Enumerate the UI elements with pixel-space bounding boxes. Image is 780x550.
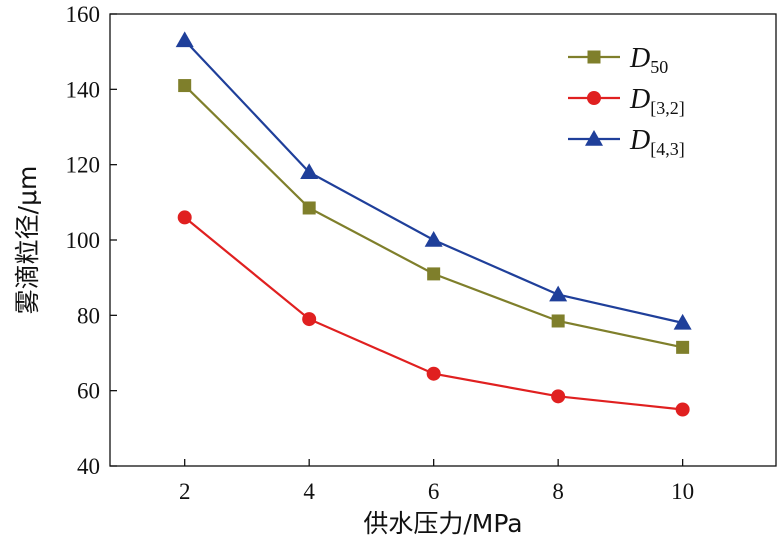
data-point bbox=[551, 314, 565, 328]
y-axis-title: 雾滴粒径/μm bbox=[13, 166, 42, 315]
legend-label: D[3,2] bbox=[629, 84, 685, 118]
data-point bbox=[675, 402, 690, 417]
y-axis-ticks: 40 60 80 100 120 140 160 bbox=[66, 2, 117, 479]
y-tick-label: 80 bbox=[77, 303, 100, 328]
x-axis-title: 供水压力/MPa bbox=[363, 509, 522, 538]
series-0 bbox=[178, 79, 690, 354]
x-tick-label: 10 bbox=[671, 479, 694, 504]
data-point bbox=[673, 313, 692, 330]
legend-swatch-marker bbox=[587, 50, 601, 64]
plot-frame bbox=[109, 13, 777, 467]
y-tick-label: 60 bbox=[77, 379, 100, 404]
x-tick-label: 4 bbox=[303, 479, 315, 504]
legend-label-main: D bbox=[629, 43, 650, 74]
legend-item: D[3,2] bbox=[568, 84, 685, 118]
legend-item: D[4,3] bbox=[568, 125, 685, 159]
data-point bbox=[302, 201, 316, 215]
legend-swatch-marker bbox=[587, 91, 601, 105]
data-point bbox=[178, 79, 192, 93]
legend-label-subscript: [4,3] bbox=[650, 139, 685, 159]
x-tick-label: 6 bbox=[428, 479, 440, 504]
x-axis-ticks: 2 4 6 8 10 bbox=[179, 459, 694, 504]
y-tick-label: 140 bbox=[66, 77, 101, 102]
series-line bbox=[183, 84, 683, 349]
data-point bbox=[302, 312, 317, 327]
legend-label-main: D bbox=[629, 125, 650, 156]
series-1 bbox=[177, 210, 690, 417]
legend-swatch-marker bbox=[585, 130, 603, 146]
data-point bbox=[427, 267, 441, 281]
x-tick-label: 8 bbox=[552, 479, 564, 504]
legend-label-subscript: [3,2] bbox=[650, 98, 685, 118]
series-layer bbox=[175, 31, 692, 417]
y-tick-label: 100 bbox=[66, 228, 101, 253]
data-point bbox=[300, 163, 319, 179]
data-point bbox=[549, 285, 568, 302]
x-tick-label: 2 bbox=[179, 479, 191, 504]
series-line bbox=[183, 39, 683, 324]
y-tick-label: 160 bbox=[66, 2, 101, 27]
data-point bbox=[177, 210, 192, 225]
legend-item: D50 bbox=[568, 43, 668, 77]
data-point bbox=[175, 31, 194, 48]
legend-label: D[4,3] bbox=[629, 125, 685, 159]
data-point bbox=[551, 389, 566, 404]
series-2 bbox=[175, 31, 692, 330]
data-point bbox=[676, 340, 690, 354]
y-tick-label: 40 bbox=[77, 454, 100, 479]
legend-label: D50 bbox=[629, 43, 668, 77]
legend-label-main: D bbox=[629, 84, 650, 115]
data-point bbox=[426, 366, 441, 381]
y-tick-label: 120 bbox=[66, 153, 101, 178]
data-point bbox=[424, 231, 443, 247]
legend-label-subscript: 50 bbox=[650, 57, 668, 77]
